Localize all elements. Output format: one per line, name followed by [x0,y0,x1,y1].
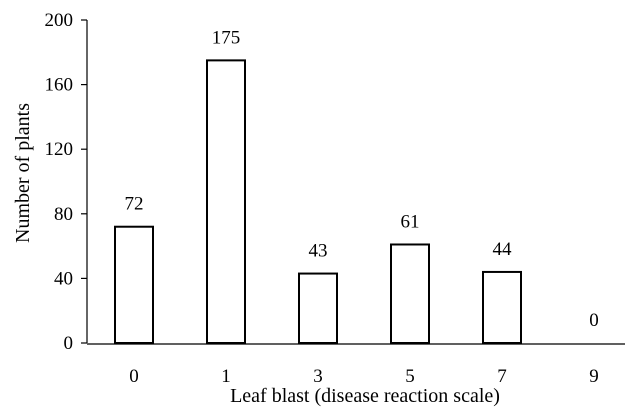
y-tick-label: 0 [64,333,74,354]
y-axis: 0 40 80 120 160 200 [45,10,88,354]
bar [298,272,338,344]
x-axis-label: Leaf blast (disease reaction scale) [230,385,500,407]
bar-value-label: 44 [493,239,513,260]
y-tick-label: 120 [45,139,74,160]
bar-value-label: 43 [309,241,328,262]
x-tick-label: 9 [589,366,599,387]
bars [114,59,522,344]
y-tick-label: 80 [54,204,73,225]
y-tick-label: 40 [54,268,73,289]
x-tick-label: 0 [129,366,139,387]
y-tick-label: 200 [45,10,74,31]
bar [206,59,246,344]
x-tick-label: 7 [497,366,507,387]
y-tick-label: 160 [45,75,74,96]
y-axis-label: Number of plants [12,103,34,243]
bar [114,225,154,344]
bar [390,243,430,344]
x-axis: 0 1 3 5 7 9 [87,343,625,387]
bar [482,270,522,344]
x-tick-label: 1 [221,366,231,387]
x-tick-label: 3 [313,366,323,387]
bar-value-label: 61 [401,211,420,232]
bar-value-label: 175 [212,27,241,48]
bar-value-label: 0 [589,310,599,331]
x-tick-label: 5 [405,366,415,387]
data-labels: 72 175 43 61 44 0 [125,27,599,331]
bar-value-label: 72 [125,194,144,215]
